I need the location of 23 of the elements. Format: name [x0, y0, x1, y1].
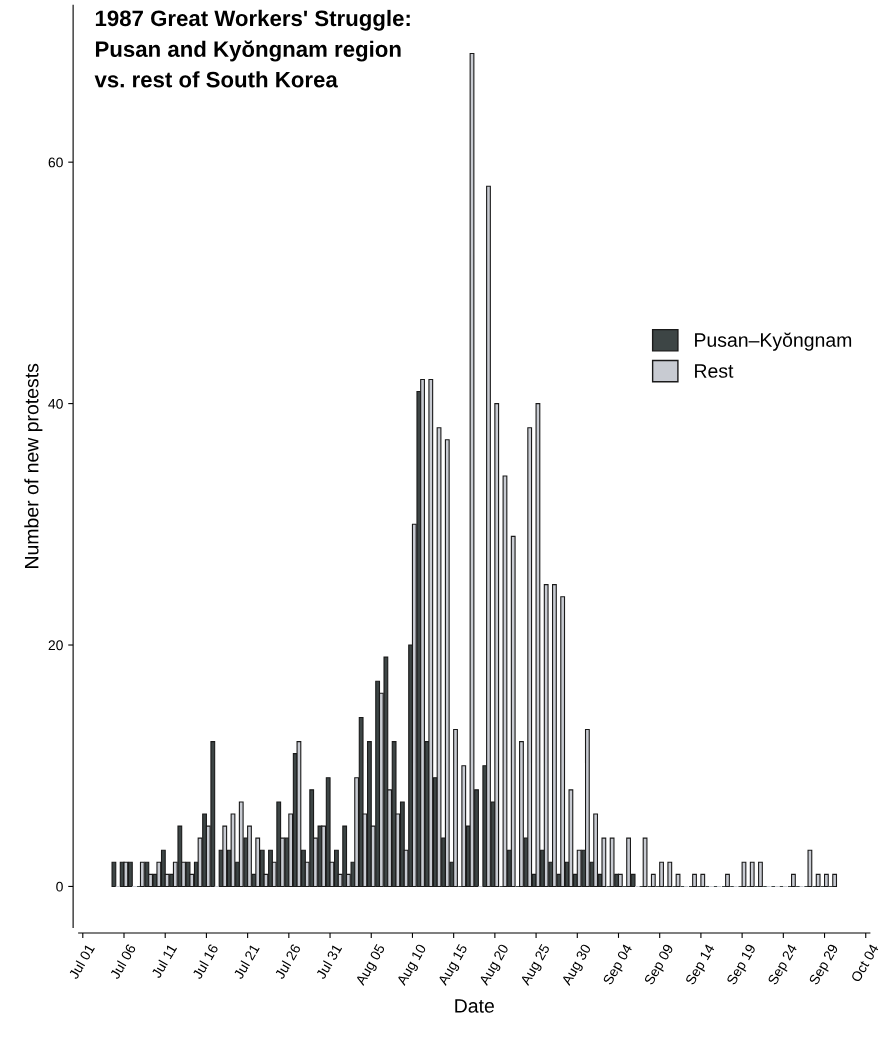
x-tick-label: Jul 31: [315, 943, 343, 980]
x-tick-label: Jul 11: [150, 943, 178, 979]
x-tick-label: Jul 01: [68, 943, 95, 980]
x-tick-label: Oct 04: [850, 943, 879, 983]
x-axis-title: Date: [455, 999, 494, 1013]
x-tick-label: Sep 19: [726, 943, 759, 987]
y-tick-label: 40: [48, 398, 63, 409]
x-tick-label: Jul 06: [109, 943, 137, 980]
x-tick-label: Jul 21: [232, 943, 260, 980]
y-tick-label: 0: [56, 881, 63, 892]
x-tick-label: Sep 29: [808, 943, 841, 987]
y-tick-label: 60: [48, 157, 63, 168]
x-tick-label: Sep 04: [602, 943, 635, 987]
x-tick-label: Sep 24: [767, 943, 800, 987]
legend-label: Pusan–Kyŏngnam: [695, 332, 852, 351]
x-tick-label: Jul 16: [191, 943, 219, 980]
y-axis-title: Number of new protests: [24, 363, 43, 568]
text: 1987 Great Workers' Struggle: Pusan and Kyŏngnam region vs. rest of South Korea: [94, 9, 410, 88]
legend-label: Rest: [695, 364, 734, 378]
x-tick-label: Sep 09: [643, 943, 676, 987]
y-tick-label: 20: [48, 640, 63, 651]
x-tick-label: Sep 14: [684, 943, 718, 987]
x-tick-label: Jul 26: [274, 943, 302, 980]
